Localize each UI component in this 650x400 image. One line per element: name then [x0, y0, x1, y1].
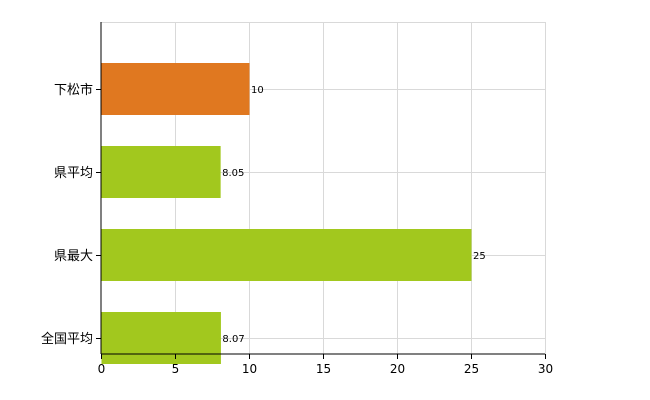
- x-tick-label: 10: [242, 362, 257, 376]
- bar-1: [101, 63, 250, 115]
- category-label: 県最大: [54, 249, 93, 264]
- x-tick-label: 5: [172, 362, 180, 376]
- category-label: 下松市: [54, 82, 93, 98]
- data-labels: 10 8.05 25 8.07: [222, 85, 486, 345]
- data-label: 8.07: [222, 334, 244, 345]
- x-tick-label: 0: [98, 362, 106, 376]
- category-label: 全国平均: [41, 331, 93, 347]
- x-tick-label: 20: [390, 362, 405, 376]
- bars: [101, 63, 472, 364]
- bar-3: [101, 229, 472, 281]
- data-label: 25: [473, 251, 486, 262]
- x-tick-label: 30: [538, 362, 553, 376]
- x-tick-label: 25: [464, 362, 479, 376]
- x-tick-label: 15: [316, 362, 331, 376]
- category-label: 県平均: [54, 166, 93, 181]
- data-label: 8.05: [222, 168, 244, 179]
- x-axis-ticks: 0 5 10 15 20 25 30: [98, 354, 553, 376]
- data-label: 10: [251, 85, 264, 96]
- bar-4: [101, 312, 221, 364]
- bar-2: [101, 146, 221, 198]
